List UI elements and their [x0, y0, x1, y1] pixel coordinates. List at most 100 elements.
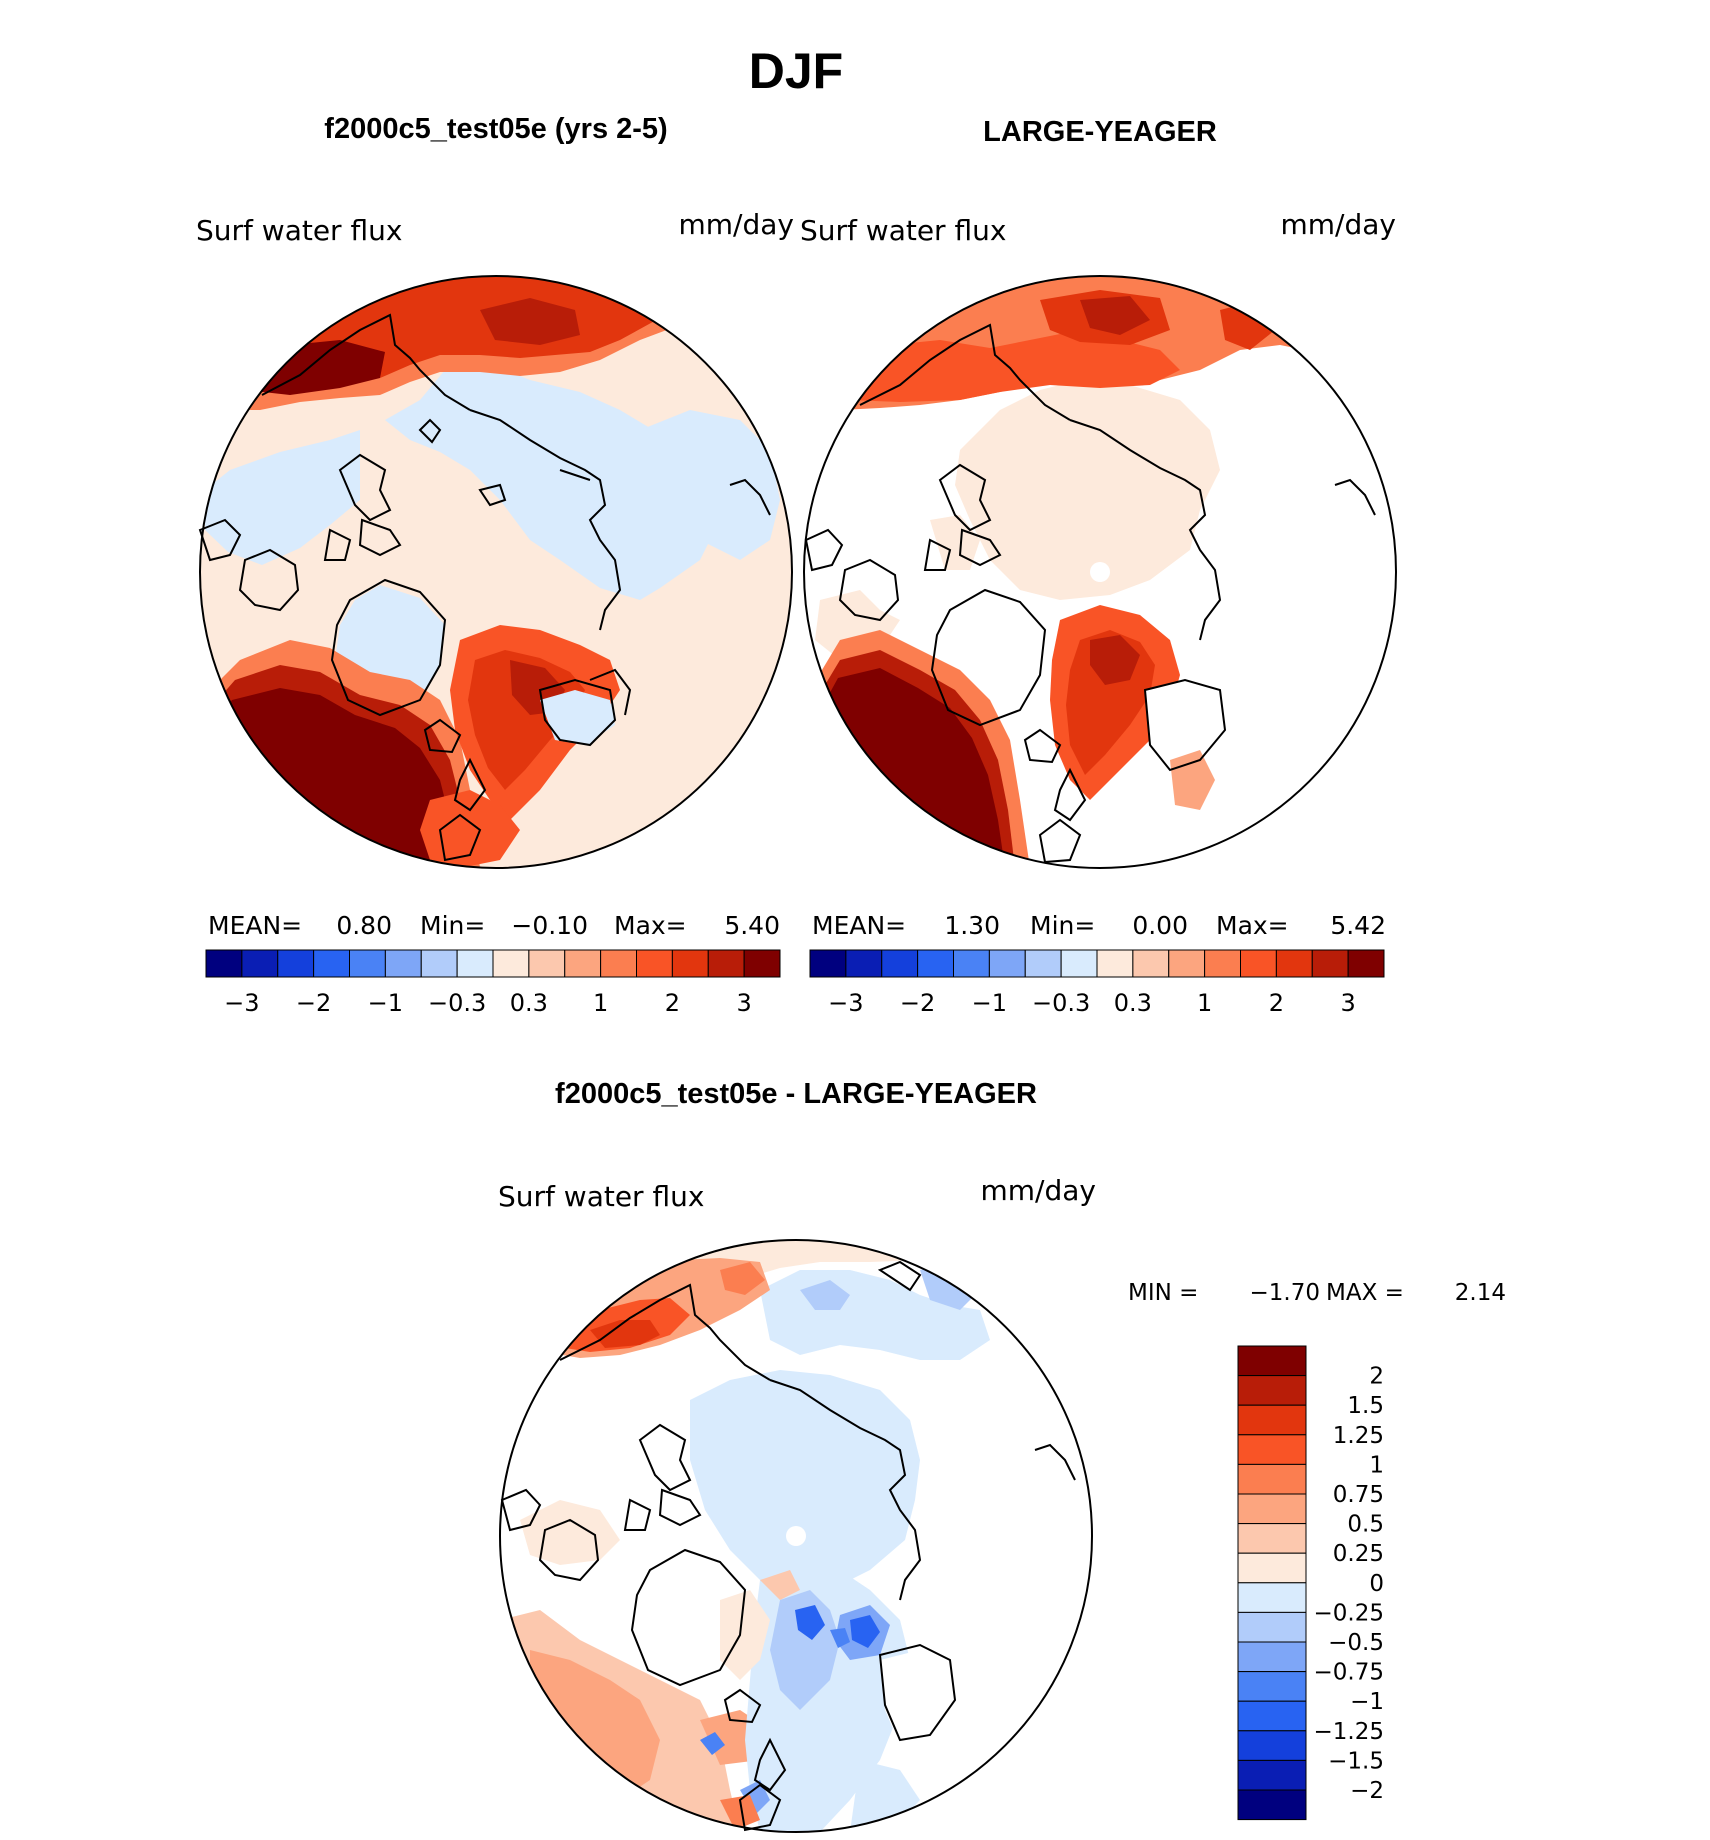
- difference-title: f2000c5_test05e - LARGE-YEAGER: [555, 1078, 1037, 1110]
- panel-2-colorbar-tick-label: −2: [900, 989, 935, 1017]
- panel-2-variable-label: Surf water flux: [800, 214, 1006, 247]
- difference-max-value: 2.14: [1455, 1280, 1506, 1306]
- panel-1-colorbar-tick-label: −3: [224, 989, 259, 1017]
- panel-1-colorbar-tick-label: 3: [736, 989, 751, 1017]
- difference-colorbar-swatch: [1237, 1582, 1307, 1613]
- difference-colorbar-label: 2: [1369, 1364, 1384, 1390]
- map-panel-1: [198, 275, 793, 869]
- panel-1-max-label: Max=: [614, 911, 687, 940]
- panel-2-colorbar-tick-label: 2: [1269, 989, 1284, 1017]
- panel-1-colorbar-swatch: [492, 949, 530, 978]
- difference-min-label: MIN =: [1128, 1280, 1198, 1306]
- panel-2-max-label: Max=: [1216, 911, 1289, 940]
- difference-colorbar-swatch: [1237, 1434, 1307, 1465]
- panel-2-colorbar-ticks: −3 −2 −1 −0.3 0.3 1 2 3: [828, 989, 1356, 1017]
- panel-1-colorbar-swatch: [456, 949, 494, 978]
- difference-colorbar-swatch: [1237, 1730, 1307, 1761]
- panel-1-colorbar-swatch: [384, 949, 422, 978]
- panel-1-colorbar-swatch: [205, 949, 243, 978]
- panel-2-mean-label: MEAN=: [812, 911, 906, 940]
- difference-colorbar-swatch: [1237, 1493, 1307, 1525]
- panel-1-colorbar-tick-label: −2: [296, 989, 331, 1017]
- panel-2-colorbar: [809, 949, 1385, 978]
- difference-colorbar-swatch: [1237, 1375, 1307, 1406]
- panel-1-colorbar-tick-label: −1: [368, 989, 403, 1017]
- panel-2-max-value: 5.42: [1330, 911, 1386, 940]
- difference-colorbar-label: 1.5: [1347, 1393, 1384, 1419]
- panel-2-colorbar-swatch: [1240, 949, 1277, 978]
- difference-colorbar-swatch: [1237, 1759, 1307, 1791]
- panel-1-colorbar-tick-label: 0.3: [510, 989, 548, 1017]
- panel-1-min-value: −0.10: [511, 911, 588, 940]
- difference-colorbar-swatch: [1237, 1671, 1307, 1702]
- difference-variable-label: Surf water flux: [498, 1180, 704, 1213]
- difference-colorbar-label: −1.5: [1328, 1748, 1384, 1774]
- difference-colorbar-label: 1: [1369, 1452, 1384, 1478]
- panel-2-colorbar-tick-label: 1: [1197, 989, 1212, 1017]
- panel-1-colorbar-ticks: −3 −2 −1 −0.3 0.3 1 2 3: [224, 989, 752, 1017]
- panel-1-colorbar-tick-label: 2: [665, 989, 680, 1017]
- panel-2-colorbar-swatch: [1132, 949, 1170, 978]
- panel-2-colorbar-tick-label: −1: [972, 989, 1007, 1017]
- difference-min-value: −1.70: [1250, 1280, 1320, 1306]
- panel-2-colorbar-swatch: [809, 949, 847, 978]
- panel-1-units-label: mm/day: [679, 208, 795, 241]
- panel-2-colorbar-swatch: [988, 949, 1026, 978]
- panel-1-colorbar-tick-label: −0.3: [428, 989, 486, 1017]
- difference-colorbar-swatch: [1237, 1523, 1307, 1554]
- difference-colorbar-label: 0.5: [1347, 1512, 1384, 1538]
- difference-colorbar-label: 0.75: [1333, 1482, 1384, 1508]
- panel-2-colorbar-swatch: [1275, 949, 1313, 978]
- difference-colorbar-swatch: [1237, 1552, 1307, 1584]
- panel-2-min-value: 0.00: [1132, 911, 1188, 940]
- panel-1-colorbar-swatch: [241, 949, 279, 978]
- panel-1-title: f2000c5_test05e (yrs 2-5): [324, 113, 667, 145]
- panel-2-colorbar-tick-label: −0.3: [1032, 989, 1090, 1017]
- difference-colorbar-label: 1.25: [1333, 1423, 1384, 1449]
- difference-colorbar-swatch: [1237, 1789, 1307, 1821]
- panel-2-colorbar-swatch: [1060, 949, 1098, 978]
- panel-2-colorbar-swatch: [1311, 949, 1349, 978]
- difference-colorbar-label: −1.25: [1314, 1719, 1384, 1745]
- panel-2-colorbar-tick-label: 0.3: [1114, 989, 1152, 1017]
- panel-1-colorbar-swatch: [671, 949, 709, 978]
- difference-colorbar-label: −1: [1350, 1689, 1384, 1715]
- panel-2-stats: MEAN= 1.30 Min= 0.00 Max= 5.42: [812, 911, 1386, 940]
- difference-colorbar-label: −2: [1350, 1778, 1384, 1804]
- panel-2-colorbar-tick-label: −3: [828, 989, 863, 1017]
- panel-1-colorbar-swatch: [420, 949, 458, 978]
- map-difference: [499, 1239, 1093, 1833]
- panel-1-colorbar-swatch: [277, 949, 315, 978]
- difference-colorbar-swatch: [1237, 1404, 1307, 1436]
- panel-2-colorbar-swatch: [917, 949, 954, 978]
- panel-1-max-value: 5.40: [724, 911, 780, 940]
- difference-minmax: MIN = −1.70 MAX = 2.14: [1128, 1280, 1506, 1306]
- difference-max-label: MAX =: [1326, 1280, 1404, 1306]
- map-panel-2: [803, 275, 1397, 869]
- panel-1-variable-label: Surf water flux: [196, 214, 402, 247]
- panel-2-colorbar-swatch: [1096, 949, 1134, 978]
- difference-colorbar-label: 0.25: [1333, 1541, 1384, 1567]
- panel-1-mean-value: 0.80: [336, 911, 392, 940]
- difference-units-label: mm/day: [981, 1174, 1097, 1207]
- difference-colorbar-swatch: [1237, 1611, 1307, 1643]
- difference-colorbar-label: −0.25: [1314, 1600, 1384, 1626]
- difference-colorbar-swatch: [1237, 1641, 1307, 1673]
- panel-1-colorbar-swatch: [564, 949, 602, 978]
- panel-2-mean-value: 1.30: [944, 911, 1000, 940]
- panel-1-colorbar-swatch: [707, 949, 745, 978]
- difference-colorbar: [1237, 1345, 1307, 1821]
- panel-1-colorbar: [205, 949, 781, 978]
- panel-1-colorbar-tick-label: 1: [593, 989, 608, 1017]
- panel-2-units-label: mm/day: [1281, 208, 1397, 241]
- panel-1-colorbar-swatch: [528, 949, 566, 978]
- panel-2-title: LARGE-YEAGER: [983, 116, 1217, 148]
- panel-1-min-label: Min=: [420, 911, 485, 940]
- panel-1-colorbar-swatch: [743, 949, 781, 978]
- difference-colorbar-swatch: [1237, 1463, 1307, 1495]
- difference-colorbar-swatch: [1237, 1700, 1307, 1732]
- panel-2-colorbar-swatch: [881, 949, 919, 978]
- panel-2-colorbar-swatch: [1347, 949, 1385, 978]
- difference-colorbar-label: −0.75: [1314, 1660, 1384, 1686]
